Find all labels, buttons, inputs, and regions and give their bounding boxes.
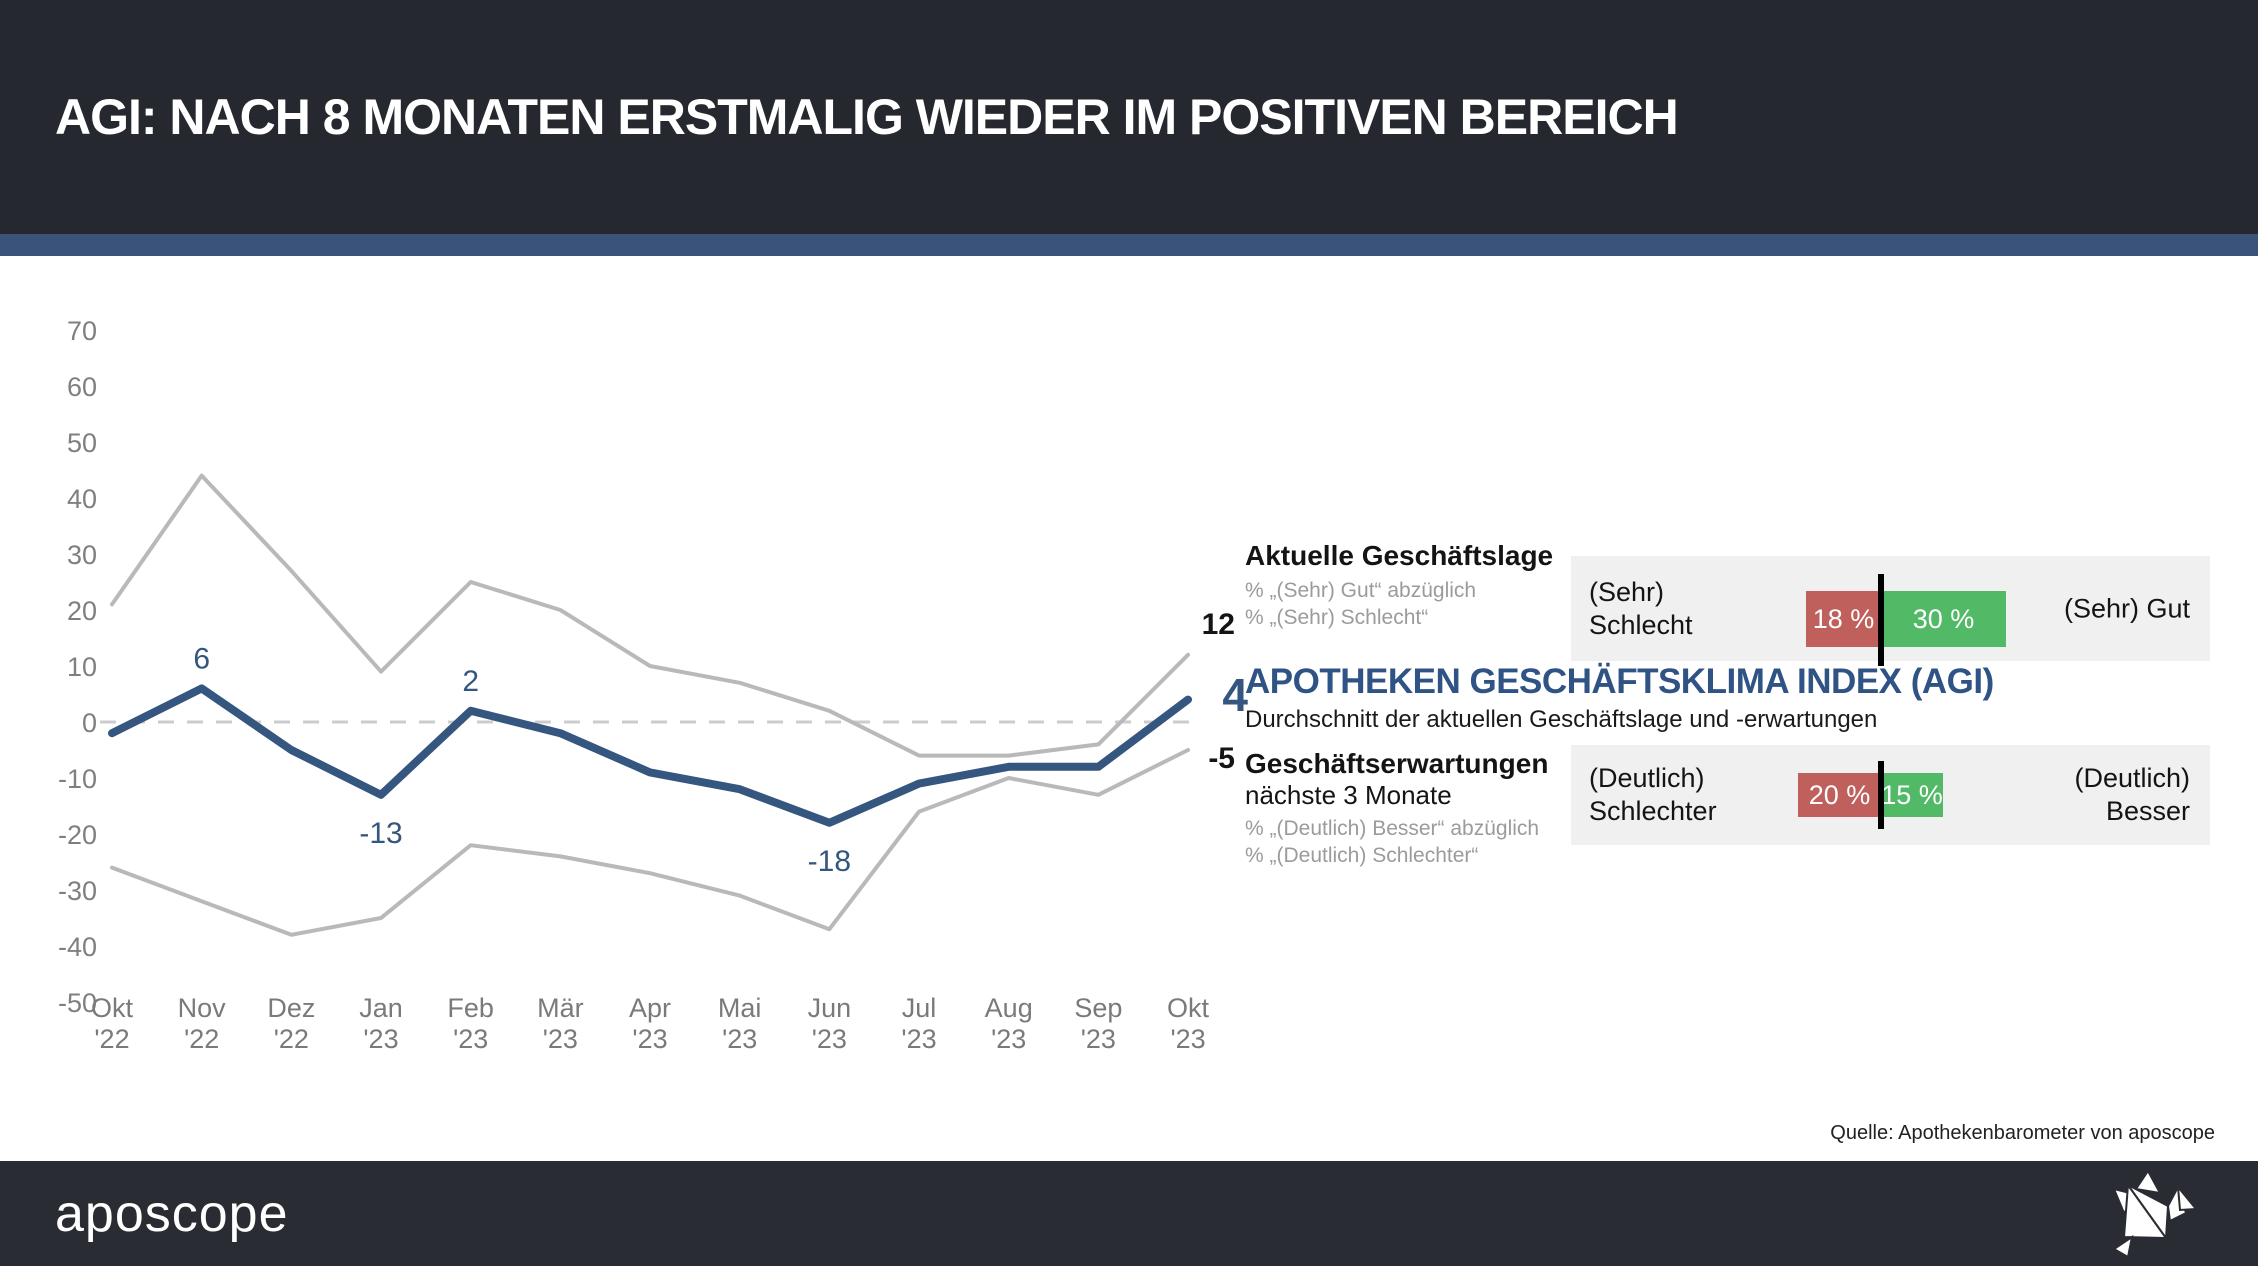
erwartungen-subtitle: nächste 3 Monate: [1245, 780, 1452, 810]
y-tick-label: 40: [67, 484, 97, 514]
x-tick-label: Mär '23: [537, 993, 584, 1054]
y-tick-label: 50: [67, 428, 97, 458]
series-line-erwartungen: [110, 748, 1191, 937]
erwartungen-positive-bar: 15 %: [1881, 773, 1943, 817]
x-tick-label: Okt '22: [91, 993, 134, 1054]
end-value-geschaeftslage: 12: [1201, 608, 1235, 641]
source-note: Quelle: Apothekenbarometer von aposcope: [1830, 1122, 2215, 1144]
x-tick-label: Nov '22: [178, 993, 227, 1054]
zero-divider-line: [1878, 574, 1884, 666]
geschaeftslage-negative-bar: 18 %: [1806, 591, 1881, 647]
y-tick-label: 20: [67, 596, 97, 626]
header-bar: AGI: NACH 8 MONATEN ERSTMALIG WIEDER IM …: [0, 0, 2258, 234]
point-label: 6: [193, 642, 210, 675]
x-tick-label: Okt '23: [1167, 993, 1210, 1054]
x-tick-label: Mai '23: [718, 993, 762, 1054]
geschaeftslage-right-label: (Sehr) Gut: [2063, 593, 2190, 623]
zero-divider-line: [1878, 761, 1884, 829]
accent-band: [0, 234, 2258, 256]
y-tick-label: -10: [58, 764, 97, 794]
point-label: 2: [462, 665, 479, 698]
aposcope-logo: aposcope: [55, 1184, 289, 1243]
series-line-agi: [108, 684, 1193, 827]
point-label: -18: [808, 845, 851, 878]
geschaeftslage-label-block: Aktuelle Geschäftslage % „(Sehr) Gut“ ab…: [1245, 540, 1565, 631]
series-line-geschaeftslage: [110, 473, 1191, 758]
x-tick-label: Apr '23: [629, 993, 671, 1054]
erwartungen-panel: (Deutlich) Schlechter 20 % 15 % (Deutlic…: [1571, 745, 2210, 845]
agi-line-chart: 70 60 50 40 30 20 10 0 -10 -20 -30 -40 -50 6 -13 2 -18 Ok…: [58, 316, 1210, 1054]
y-tick-label: 10: [67, 652, 97, 682]
geschaeftslage-left-label: (Sehr) Schlecht: [1589, 576, 1693, 640]
y-tick-label: -40: [58, 932, 97, 962]
x-tick-label: Sep '23: [1074, 993, 1122, 1054]
origami-bird-icon: [2112, 1169, 2199, 1259]
y-tick-label: 30: [67, 540, 97, 570]
x-tick-label: Dez '22: [267, 993, 315, 1054]
erwartungen-right-label: (Deutlich) Besser: [2074, 763, 2190, 826]
erwartungen-left-label: (Deutlich) Schlechter: [1589, 763, 1717, 826]
y-tick-label: -50: [58, 988, 97, 1018]
erwartungen-title: Geschäftserwartungen: [1245, 748, 1549, 779]
x-tick-label: Aug '23: [985, 993, 1033, 1054]
y-tick-label: 0: [82, 708, 97, 738]
y-tick-label: 70: [67, 316, 97, 346]
footer-bar: aposcope: [0, 1161, 2258, 1266]
x-tick-label: Jun '23: [808, 993, 852, 1054]
y-tick-label: 60: [67, 372, 97, 402]
point-label: -13: [359, 817, 402, 850]
end-value-erwartungen: -5: [1208, 742, 1235, 775]
end-value-agi: 4: [1222, 669, 1248, 721]
erwartungen-negative-bar: 20 %: [1798, 773, 1881, 817]
y-tick-label: -30: [58, 876, 97, 906]
erwartungen-label-block: Geschäftserwartungen nächste 3 Monate % …: [1245, 748, 1565, 869]
x-tick-label: Jul '23: [901, 993, 936, 1054]
page-title: AGI: NACH 8 MONATEN ERSTMALIG WIEDER IM …: [55, 89, 1679, 145]
geschaeftslage-panel: (Sehr) Schlecht 18 % 30 % (Sehr) Gut: [1571, 556, 2210, 666]
x-tick-label: Feb '23: [447, 993, 494, 1054]
geschaeftslage-positive-bar: 30 %: [1881, 591, 2006, 647]
x-tick-label: Jan '23: [359, 993, 403, 1054]
agi-index-subtitle: Durchschnitt der aktuellen Geschäftslage…: [1245, 706, 1878, 733]
geschaeftslage-formula: % „(Sehr) Gut“ abzüglich % „(Sehr) Schle…: [1245, 579, 1477, 629]
erwartungen-formula: % „(Deutlich) Besser“ abzüglich % „(Deut…: [1245, 817, 1540, 867]
agi-index-title: APOTHEKEN GESCHÄFTSKLIMA INDEX (AGI): [1245, 662, 1994, 701]
geschaeftslage-title: Aktuelle Geschäftslage: [1245, 540, 1554, 571]
y-tick-label: -20: [58, 820, 97, 850]
